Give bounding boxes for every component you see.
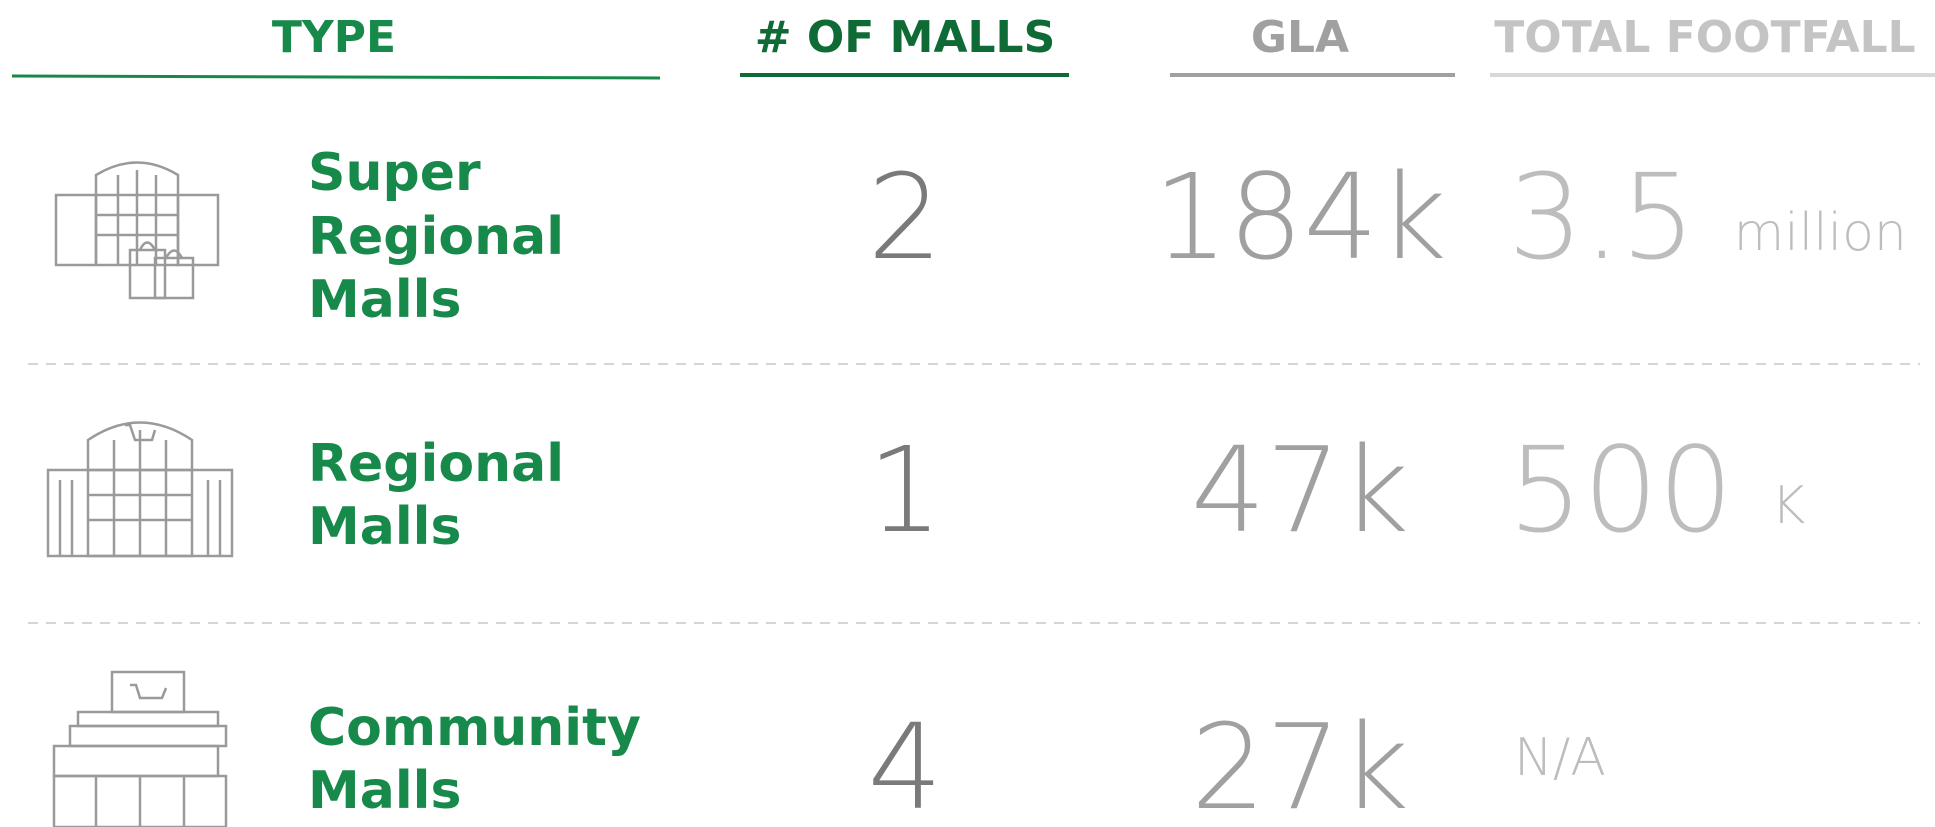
- mall-count: 2: [867, 148, 942, 286]
- type-label: Malls: [308, 270, 461, 330]
- column-header: TYPE: [272, 12, 396, 63]
- gla-value: 184k: [1153, 148, 1447, 286]
- type-label: Malls: [308, 497, 461, 557]
- regional-icon: [46, 421, 234, 558]
- column-header: # OF MALLS: [755, 12, 1056, 63]
- mall-count: 1: [867, 421, 942, 559]
- footfall-unit: K: [1771, 476, 1805, 536]
- footfall-unit: million: [1734, 203, 1907, 263]
- content: TYPE # OF MALLS GLA TOTAL FOOTFALLSuperRegi…: [272, 12, 1916, 827]
- type-label: Super: [308, 143, 481, 203]
- gla-value: 27k: [1191, 698, 1409, 827]
- super-regional-icon: [54, 161, 220, 300]
- footfall-value: 3.5: [1508, 148, 1696, 286]
- type-label: Community: [308, 698, 641, 758]
- type-underline: [11, 74, 661, 80]
- type-label: Malls: [308, 761, 461, 821]
- footfall-value: 500: [1508, 421, 1733, 559]
- community-icon: [52, 670, 228, 827]
- footfall-value: N/A: [1514, 728, 1606, 788]
- column-header: TOTAL FOOTFALL: [1494, 12, 1915, 63]
- type-label: Regional: [308, 434, 564, 494]
- type-label: Regional: [308, 207, 564, 267]
- mall-count: 4: [867, 698, 942, 827]
- gla-value: 47k: [1191, 421, 1409, 559]
- column-header: GLA: [1251, 12, 1349, 63]
